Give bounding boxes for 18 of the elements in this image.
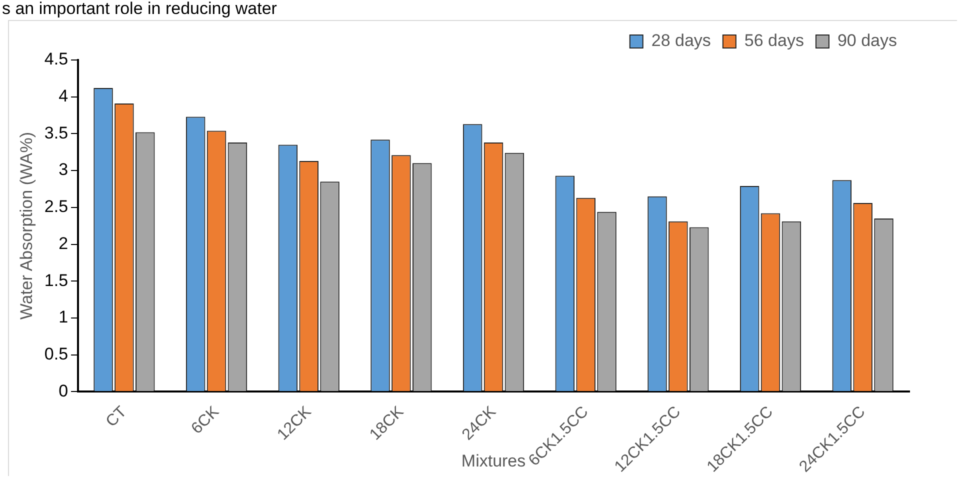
y-tick-label: 1.5 xyxy=(44,270,68,290)
y-tick-label: 2.5 xyxy=(44,197,68,216)
y-tick-label: 3.5 xyxy=(44,123,68,142)
x-tick-label: 6CK xyxy=(188,403,223,438)
y-tick-label: 0.5 xyxy=(44,344,68,364)
y-tick-label: 0 xyxy=(58,381,68,400)
y-tick-label: 2 xyxy=(58,234,68,253)
y-tick-label: 1 xyxy=(58,308,68,327)
y-axis-title: Water Absorption (WA%) xyxy=(16,132,36,320)
legend-label: 28 days xyxy=(651,31,711,50)
y-tick-label: 3 xyxy=(58,160,68,180)
x-axis-title: Mixtures xyxy=(461,451,526,470)
legend-label: 90 days xyxy=(837,31,898,50)
legend-label: 56 days xyxy=(744,31,804,50)
y-tick-label: 4 xyxy=(58,86,68,106)
y-tick-label: 4.5 xyxy=(44,50,68,69)
text: s an important role in reducing water xyxy=(2,0,277,18)
x-tick-label: CT xyxy=(103,403,130,430)
